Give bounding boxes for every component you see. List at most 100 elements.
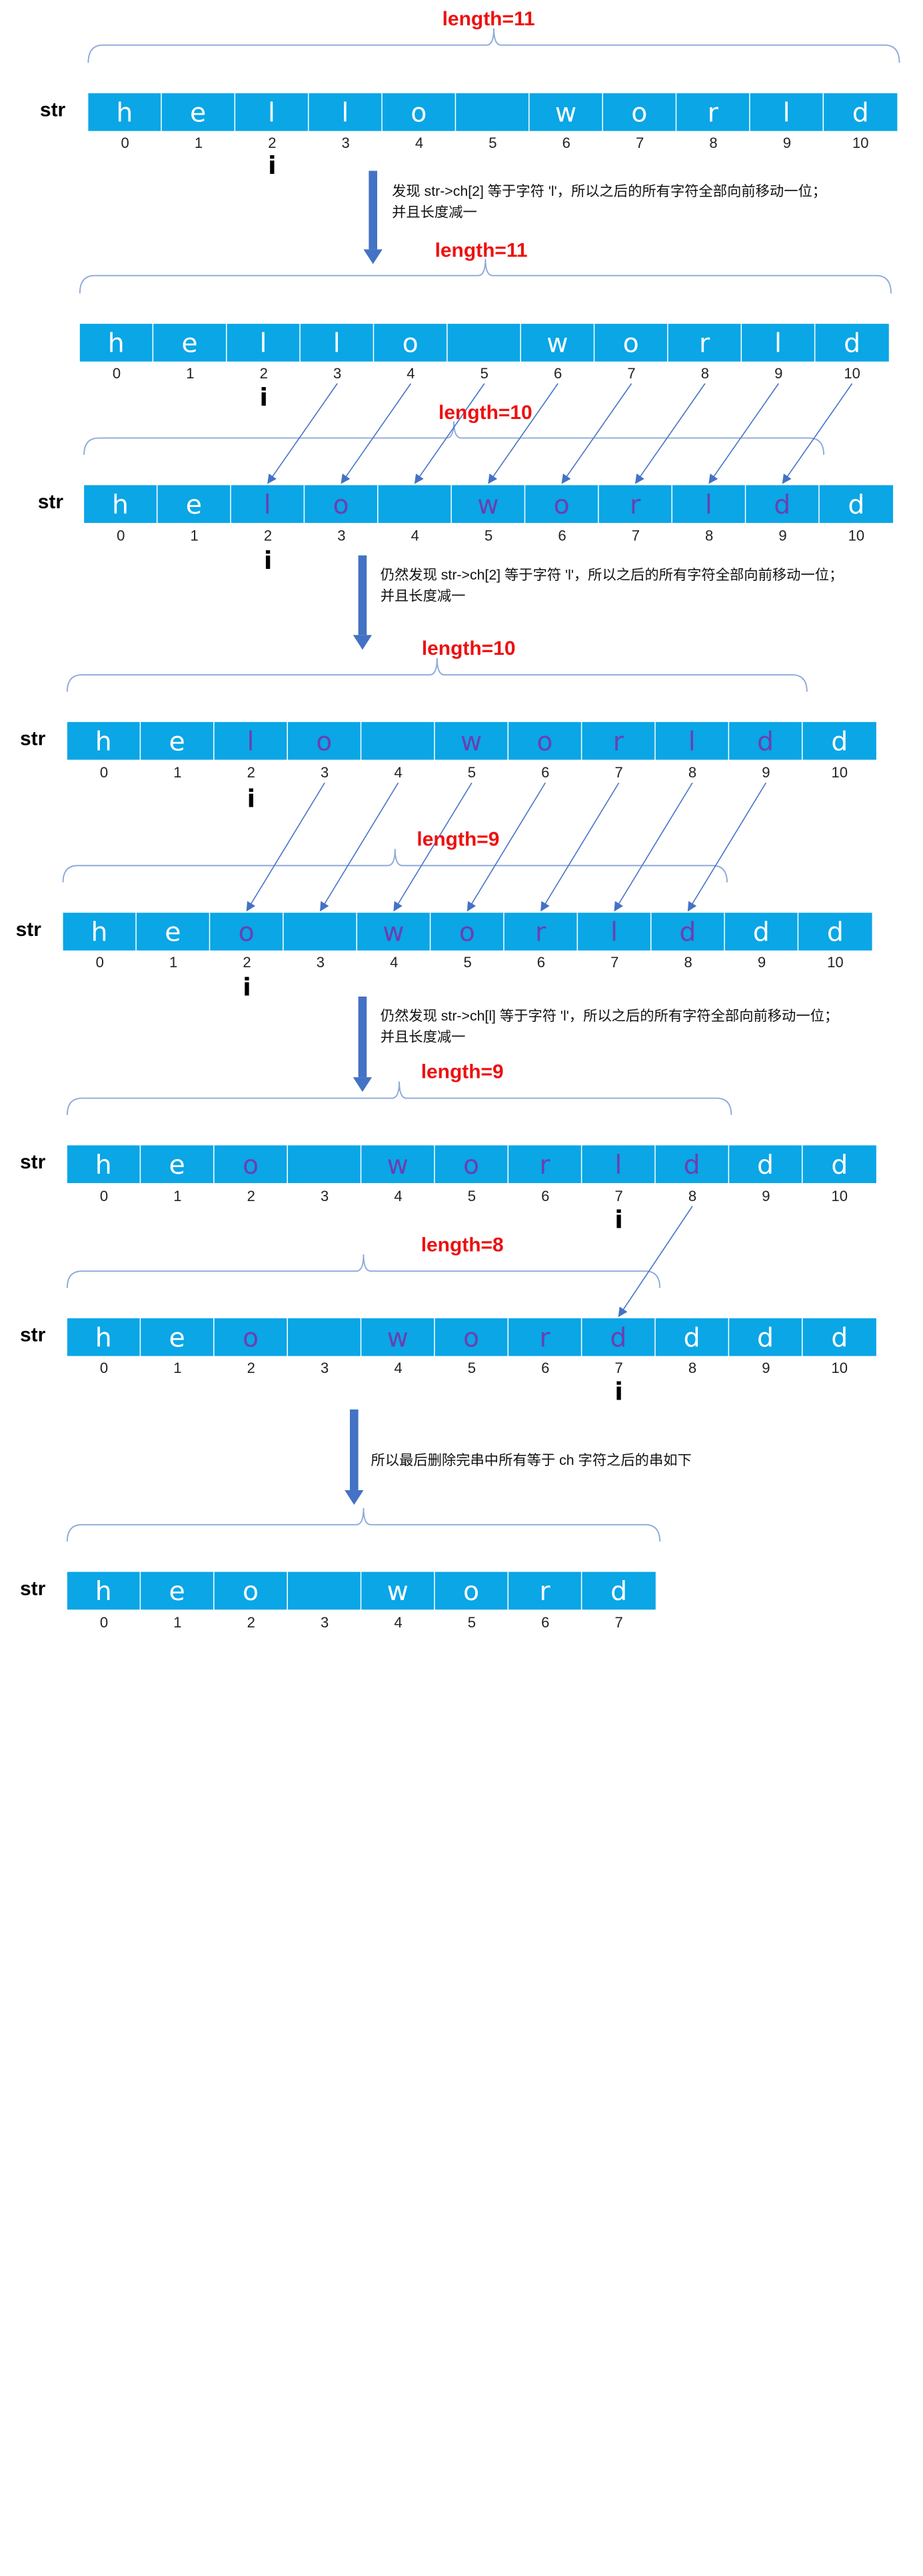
str-label: str xyxy=(39,99,66,122)
index-label: 0 xyxy=(99,1613,109,1631)
char-cell: d xyxy=(655,1145,730,1184)
index-label: 10 xyxy=(848,527,865,544)
index-label: 8 xyxy=(688,763,697,781)
note-line: 发现 str->ch[2] 等于字符 'l'，所以之后的所有字符全部向前移动一位… xyxy=(392,183,827,199)
index-label: 0 xyxy=(121,134,129,151)
char-cell: r xyxy=(508,1145,582,1184)
shift-arrow xyxy=(488,383,558,484)
index-label: 10 xyxy=(827,953,844,971)
index-label: 5 xyxy=(467,1613,476,1631)
index-label: 2 xyxy=(247,763,255,781)
char-cell: o xyxy=(435,1571,509,1610)
note-line: 并且长度减一 xyxy=(392,204,477,220)
index-label: 1 xyxy=(173,1187,182,1204)
index-label: 4 xyxy=(394,763,403,781)
index-label: 1 xyxy=(194,134,203,151)
char-cell: d xyxy=(655,1318,730,1356)
length-label: length=11 xyxy=(435,240,528,262)
char-cell: l xyxy=(750,93,824,131)
index-label: 7 xyxy=(627,364,636,382)
index-label: 0 xyxy=(99,1359,109,1376)
char-cell: e xyxy=(136,913,211,951)
index-label: 10 xyxy=(844,364,860,382)
char-cell: l xyxy=(235,93,309,131)
down-arrow-head xyxy=(353,635,373,650)
down-arrow-head xyxy=(345,1490,364,1505)
index-label: 8 xyxy=(709,134,718,151)
char-cell: d xyxy=(802,1318,876,1356)
char-cell: h xyxy=(63,913,137,951)
index-label: 4 xyxy=(394,1613,403,1631)
char-cell: d xyxy=(802,1145,876,1184)
length-label: length=9 xyxy=(417,829,500,851)
index-label: 7 xyxy=(631,527,640,544)
char-cell: d xyxy=(819,485,894,523)
char-cell: w xyxy=(357,913,431,951)
index-label: 10 xyxy=(831,1359,848,1376)
char-cell: r xyxy=(676,93,750,131)
char-cell: e xyxy=(141,1145,215,1184)
length-brace xyxy=(79,258,892,294)
step-note: 所以最后删除完串中所有等于 ch 字符之后的串如下 xyxy=(371,1450,692,1471)
char-cell: h xyxy=(67,1571,141,1610)
char-cell: d xyxy=(802,721,876,760)
index-label: 6 xyxy=(541,1613,550,1631)
index-label: 6 xyxy=(558,527,566,544)
length-brace xyxy=(66,1081,732,1115)
char-cell: d xyxy=(815,324,889,362)
length-brace xyxy=(66,1254,661,1288)
index-label: 5 xyxy=(467,1187,476,1204)
index-label: 9 xyxy=(782,134,792,151)
char-cell: d xyxy=(729,1318,803,1356)
char-cell xyxy=(287,1145,362,1184)
str-label: str xyxy=(37,491,64,514)
index-label: 9 xyxy=(757,953,766,971)
step-note: 发现 str->ch[2] 等于字符 'l'，所以之后的所有字符全部向前移动一位… xyxy=(392,181,826,223)
char-cell: d xyxy=(724,913,799,951)
shift-arrow xyxy=(246,782,325,912)
shift-arrow xyxy=(782,383,853,484)
char-cell: w xyxy=(361,1571,435,1610)
down-arrow-shaft xyxy=(350,1409,359,1490)
pointer-i: i xyxy=(243,974,251,1002)
index-label: 0 xyxy=(99,1187,109,1204)
index-label: 9 xyxy=(762,1359,770,1376)
length-brace xyxy=(83,421,825,455)
char-cell: r xyxy=(508,1318,582,1356)
char-cell: d xyxy=(746,485,820,523)
char-cell: l xyxy=(655,721,730,760)
char-cell xyxy=(361,721,435,760)
shift-arrow xyxy=(634,383,706,484)
length-brace xyxy=(66,657,808,692)
char-cell: l xyxy=(214,721,288,760)
char-cell xyxy=(447,324,521,362)
index-label: 2 xyxy=(243,953,251,971)
length-brace xyxy=(87,28,900,63)
char-cell xyxy=(456,93,530,131)
char-cell: r xyxy=(582,721,656,760)
char-cell: r xyxy=(504,913,578,951)
char-cell: d xyxy=(582,1571,656,1610)
index-label: 3 xyxy=(321,763,329,781)
index-label: 0 xyxy=(117,527,125,544)
index-label: 8 xyxy=(684,953,692,971)
index-label: 8 xyxy=(688,1359,697,1376)
char-cell: d xyxy=(651,913,725,951)
index-label: 0 xyxy=(112,364,121,382)
pointer-i: i xyxy=(614,1207,623,1235)
index-label: 6 xyxy=(562,134,570,151)
char-cell: o xyxy=(210,913,284,951)
char-cell: d xyxy=(582,1318,656,1356)
char-cell: o xyxy=(214,1145,288,1184)
index-label: 3 xyxy=(341,134,350,151)
length-label: length=10 xyxy=(439,402,532,425)
shift-arrow xyxy=(414,383,485,484)
shift-arrow xyxy=(708,383,779,484)
shift-arrow xyxy=(614,782,693,912)
index-label: 9 xyxy=(762,1187,770,1204)
index-label: 1 xyxy=(186,364,195,382)
char-cell: o xyxy=(508,721,582,760)
